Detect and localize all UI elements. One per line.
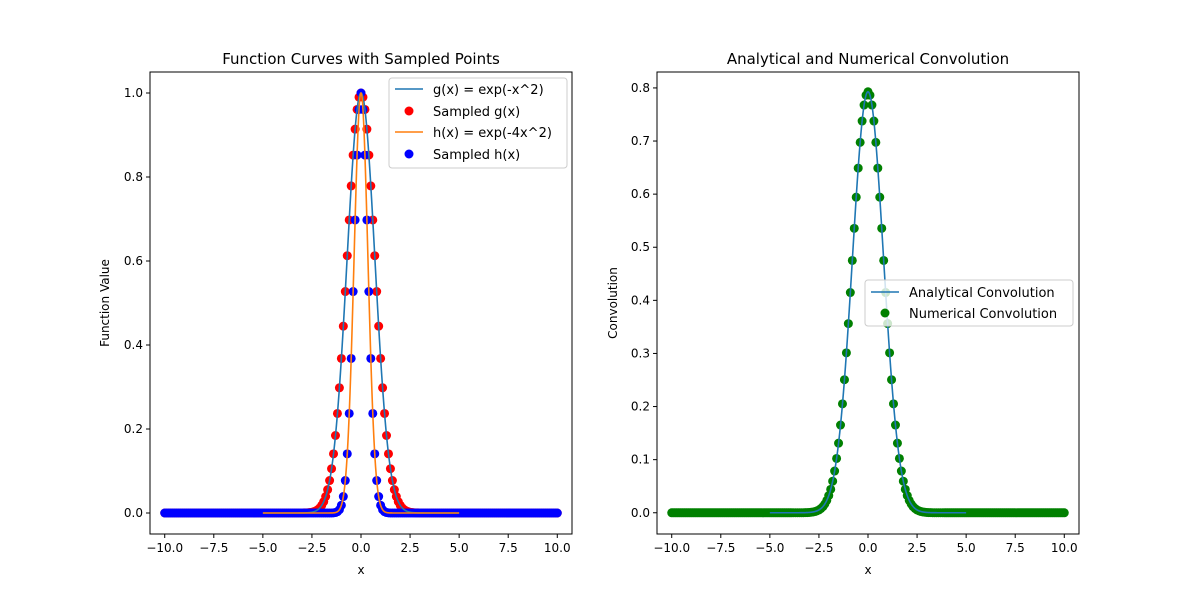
x-tick-label: −2.5 [804, 541, 833, 555]
chart-title: Function Curves with Sampled Points [222, 50, 500, 68]
y-tick-label: 0.2 [631, 400, 650, 414]
y-tick-label: 0.0 [124, 506, 143, 520]
x-tick-label: 0.0 [351, 541, 370, 555]
x-axis-label: x [357, 563, 364, 577]
legend-marker-h-samples [404, 149, 414, 159]
x-axis-label: x [864, 563, 871, 577]
x-tick-label: −5.0 [248, 541, 277, 555]
x-tick-label: −2.5 [297, 541, 326, 555]
y-tick-label: 0.5 [631, 240, 650, 254]
y-axis-label: Convolution [606, 267, 620, 339]
y-tick-label: 0.7 [631, 134, 650, 148]
y-tick-label: 0.2 [124, 422, 143, 436]
x-tick-label: 10.0 [544, 541, 571, 555]
y-tick-label: 0.6 [631, 187, 650, 201]
function-curves-chart: Function Curves with Sampled Points x Fu… [98, 50, 573, 577]
x-tick-label: 7.5 [499, 541, 518, 555]
axes-frame [149, 71, 573, 535]
y-tick-label: 0.4 [631, 293, 650, 307]
convolution-chart: Analytical and Numerical Convolution x C… [606, 50, 1080, 577]
x-tick-label: −7.5 [199, 541, 228, 555]
y-axis-label: Function Value [98, 259, 112, 347]
y-tick-label: 0.0 [631, 506, 650, 520]
x-tick-label: 5.0 [450, 541, 469, 555]
chart-title: Analytical and Numerical Convolution [727, 50, 1009, 68]
x-tick-label: 2.5 [401, 541, 420, 555]
plot-area [160, 88, 562, 518]
x-tick-label: 2.5 [908, 541, 927, 555]
legend-marker-numerical-samples [880, 308, 890, 318]
sample-point [1059, 508, 1069, 518]
ticks-group: −10.0 −7.5 −5.0 −2.5 0.0 2.5 5.0 7.5 10.0 0.0 0.1 0… [631, 81, 1078, 555]
legend-label-sampled-g: Sampled g(x) [433, 105, 520, 120]
legend-frame [864, 279, 1074, 327]
x-tick-label: 5.0 [957, 541, 976, 555]
series-line [769, 91, 967, 514]
legend-label-analytical: Analytical Convolution [909, 286, 1055, 301]
y-tick-label: 0.8 [631, 81, 650, 95]
sample-point [552, 508, 562, 518]
y-tick-label: 0.3 [631, 346, 650, 360]
y-tick-label: 0.1 [631, 453, 650, 467]
legend-label-numerical: Numerical Convolution [909, 307, 1057, 322]
legend-label-h: h(x) = exp(-4x^2) [433, 126, 552, 141]
legend-label-g: g(x) = exp(-x^2) [433, 83, 544, 98]
y-tick-label: 0.8 [124, 170, 143, 184]
x-tick-label: 10.0 [1051, 541, 1078, 555]
x-tick-label: 7.5 [1006, 541, 1025, 555]
legend: Analytical Convolution Numerical Convolu… [864, 279, 1074, 327]
y-tick-label: 0.4 [124, 338, 143, 352]
x-tick-label: −7.5 [706, 541, 735, 555]
x-tick-label: −10.0 [146, 541, 183, 555]
x-tick-label: −10.0 [653, 541, 690, 555]
y-tick-label: 1.0 [124, 86, 143, 100]
legend: g(x) = exp(-x^2) Sampled g(x) h(x) = exp… [388, 77, 568, 169]
x-tick-label: −5.0 [755, 541, 784, 555]
axes-frame [656, 71, 1080, 535]
legend-label-sampled-h: Sampled h(x) [433, 148, 520, 163]
y-tick-label: 0.6 [124, 254, 143, 268]
legend-frame [388, 77, 568, 169]
ticks-group: −10.0 −7.5 −5.0 −2.5 0.0 2.5 5.0 7.5 10.0 0.0 0.2 0… [124, 86, 571, 555]
x-tick-label: 0.0 [858, 541, 877, 555]
legend-marker-g-samples [404, 106, 414, 116]
series-line [262, 91, 460, 514]
